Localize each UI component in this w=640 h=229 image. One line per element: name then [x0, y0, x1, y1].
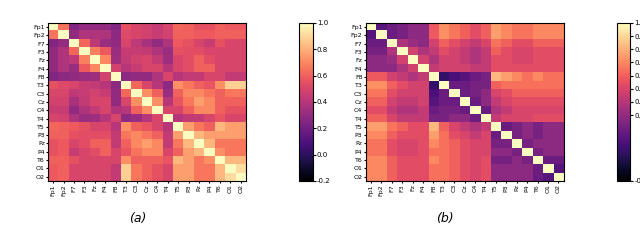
Text: (b): (b): [436, 212, 454, 225]
Text: (a): (a): [129, 212, 147, 225]
